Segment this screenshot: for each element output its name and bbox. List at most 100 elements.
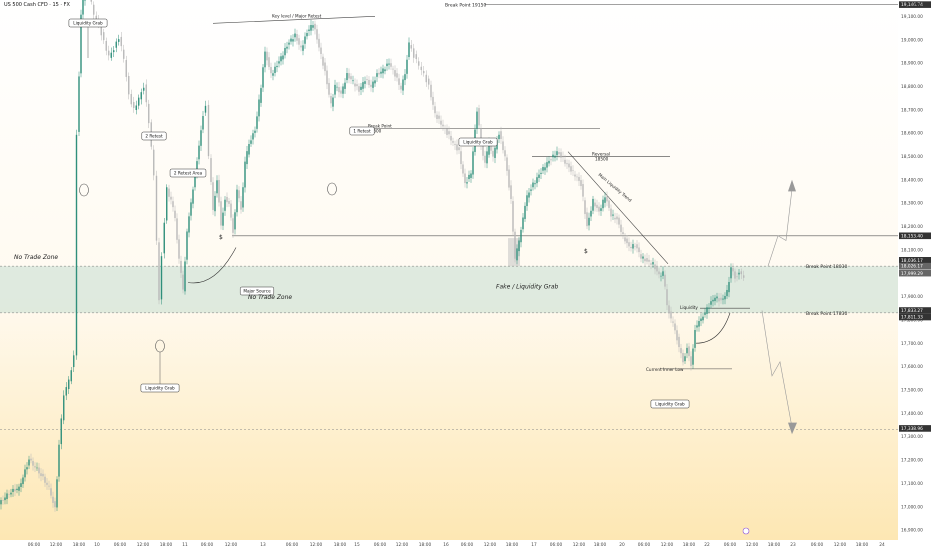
badge-18153-bg [899,232,931,240]
candle-body [73,355,75,368]
candle-body [562,156,564,158]
candle-body [576,176,578,178]
candle-body [18,486,20,491]
candle-body [448,131,450,135]
y-tick-label: 18,300.00 [901,201,923,207]
candle-body [196,161,198,175]
candle-body [58,444,60,477]
candle-body [384,69,386,72]
candle-body [188,216,190,233]
candle-body [252,133,254,140]
projection-down-arrowhead [788,422,797,435]
candle-body [694,330,696,348]
candle-body [482,143,484,156]
badge-17833-bg [899,307,931,314]
major-source-label-box [239,286,275,296]
y-tick-label: 18,700.00 [901,107,923,113]
candle-body [326,70,328,85]
x-tick-label: 12:00 [573,542,586,548]
candle-body [580,180,582,187]
candle-body [398,78,400,85]
candle-body [662,271,664,276]
candle-body [54,501,56,508]
x-tick-label: 06:00 [374,542,387,548]
candle-body [406,59,408,74]
candle-body [498,134,500,140]
candle-body [682,353,684,363]
candle-body [192,189,194,204]
candle-body [296,34,298,41]
candle-body [238,190,240,199]
candle-body [402,79,404,91]
candle-body [582,184,584,197]
candle-body [356,84,358,87]
candle-body [506,157,508,171]
x-tick-label: 24 [879,542,885,548]
candle-body [738,272,740,275]
candle-body [378,72,380,75]
candle-body [743,275,745,278]
liquidity-grab-mid-label-box [458,137,498,147]
badge-17999-bg [899,269,931,277]
fake-grab-highlight [508,238,520,267]
liquidity-label: Liquidity [680,305,698,310]
x-tick-label: 12:00 [746,542,759,548]
y-tick-label: 17,600.00 [901,364,923,370]
candle-body [670,311,672,319]
candle-body [396,73,398,78]
candle-body [120,36,122,47]
candle-body [90,0,92,2]
break-point-18600-label-2: 18600 [368,128,382,133]
candle-body [200,130,202,146]
candle-body [472,151,474,175]
candle-body [180,260,182,273]
candle-body [224,199,226,211]
candle-body [12,488,14,492]
y-tick-label: 17,400.00 [901,411,923,417]
liquidity-circle-bottom [155,339,165,353]
candle-body [538,174,540,178]
candle-body [125,60,127,77]
candle-body [556,151,558,156]
badge-19150-bg [899,1,931,8]
candle-body [612,214,614,216]
candle-body [480,128,482,146]
candle-body [458,147,460,151]
candle-body [212,182,214,210]
candle-body [93,4,95,15]
candle-body [65,387,67,396]
candle-body [258,99,260,117]
candle-body [306,33,308,37]
candle-body [20,483,22,487]
candle-body [716,296,718,299]
candle-body [415,54,417,60]
candle-body [546,162,548,168]
y-tick-label: 16,900.00 [901,528,923,534]
break-point-19150-label: Break Point 19150 [445,3,486,9]
candle-body [250,140,252,144]
candle-body [684,356,686,362]
candle-body [408,42,410,58]
candle-body [436,114,438,119]
candle-body [554,155,556,158]
badge-17999: 17,999.29 [901,271,923,277]
candle-body [166,187,168,221]
x-tick-label: 06:00 [638,542,651,548]
x-tick-label: 18:00 [683,542,696,548]
candle-body [308,29,310,32]
candle-body [382,68,384,74]
candle-body [680,348,682,354]
retest-2-area-label-box [169,168,207,178]
candle-body [388,63,390,65]
x-tick-label: 06:00 [724,542,737,548]
candle-body [572,170,574,171]
x-tick-label: 18:00 [73,542,86,548]
candle-body [618,217,620,225]
candle-body [228,201,230,204]
candle-body [160,256,163,300]
candle-body [726,289,728,297]
candle-body [394,70,396,77]
y-tick-label: 17,100.00 [901,481,923,487]
break-point-18030-label: Break Point 18030 [806,264,847,270]
